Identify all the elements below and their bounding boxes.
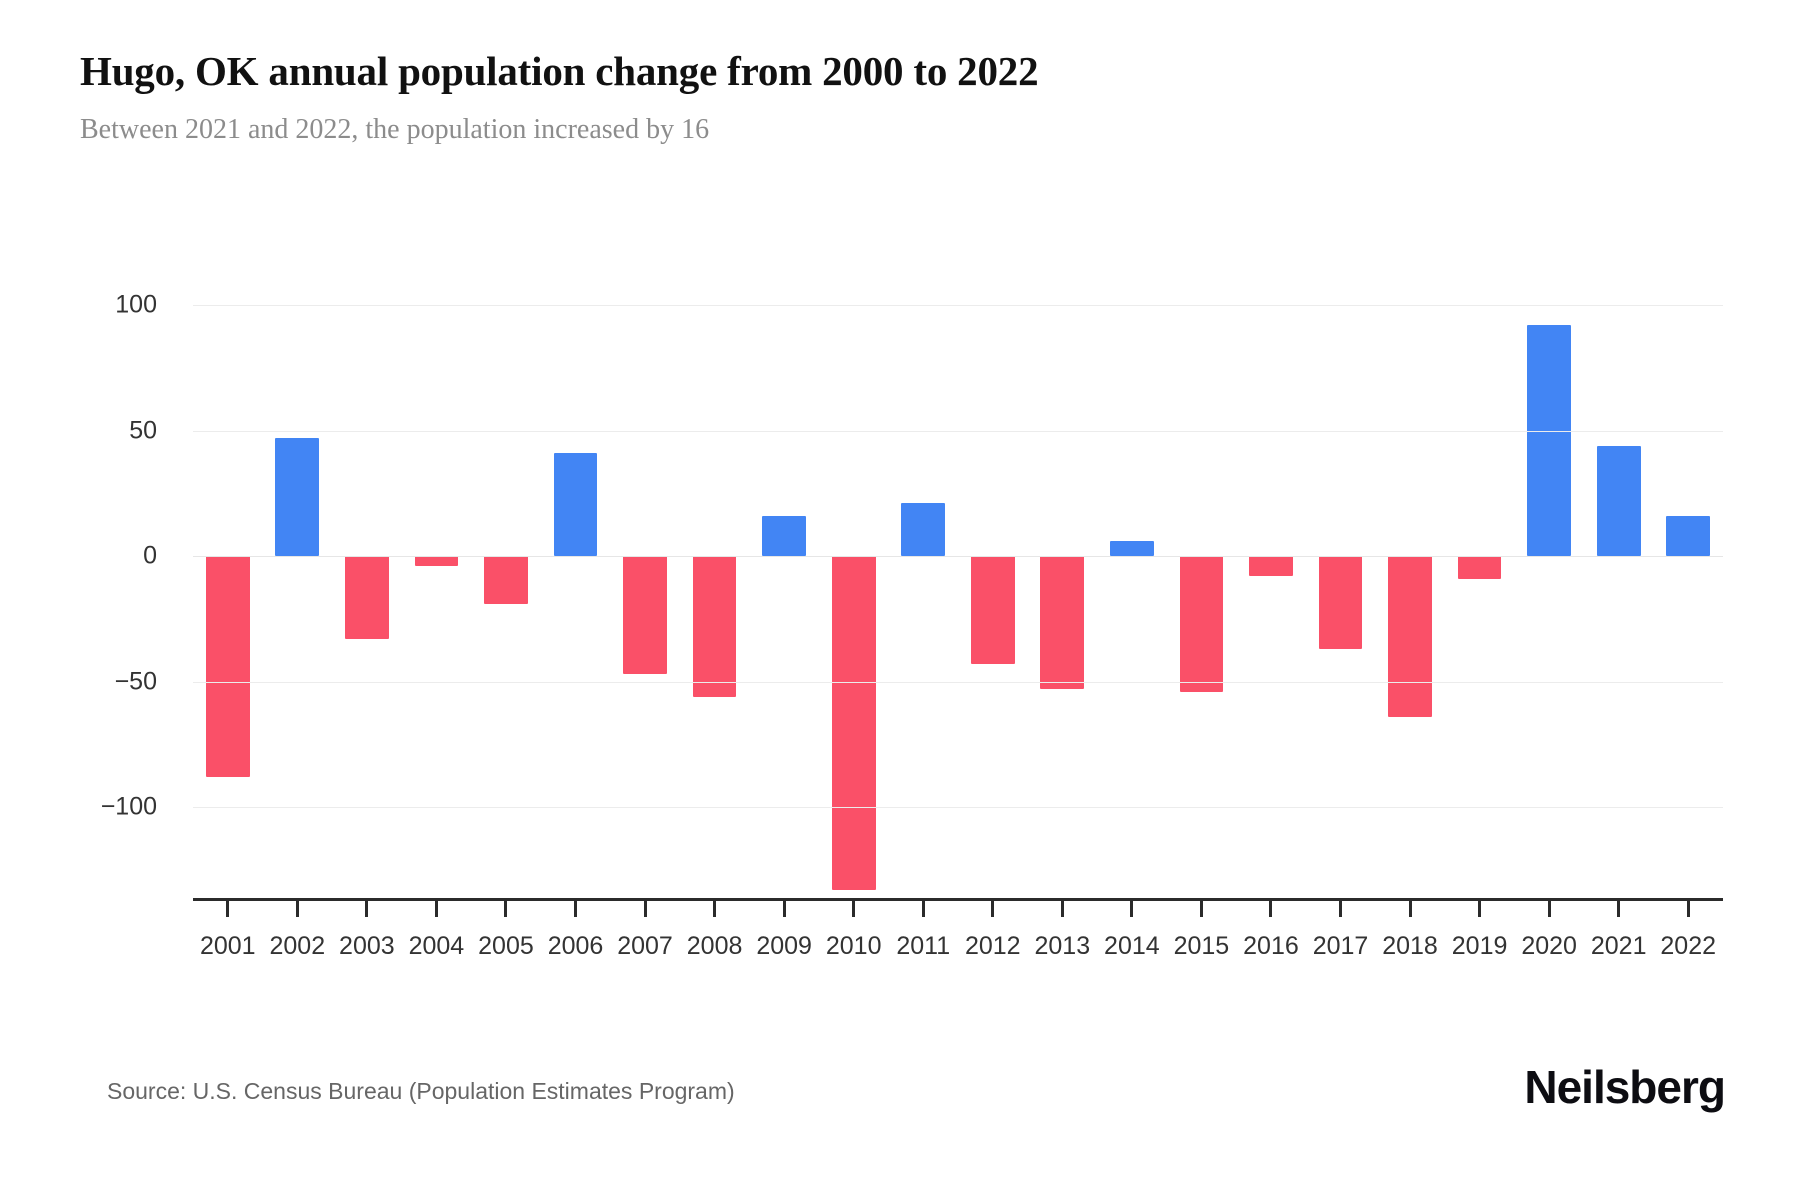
x-axis-tick [1269,898,1273,917]
x-axis-tick [295,898,299,917]
bar-2001[interactable] [205,556,250,777]
x-axis-label-2007: 2007 [617,932,673,960]
x-axis-label-2001: 2001 [199,932,256,960]
x-axis-label-2006: 2006 [547,932,604,960]
x-axis-label-2014: 2014 [1104,932,1160,960]
chart-subtitle: Between 2021 and 2022, the population in… [80,114,710,146]
x-axis-tick [921,898,925,917]
x-axis-label-2020: 2020 [1521,932,1577,960]
bar-2018[interactable] [1388,556,1432,717]
y-axis-labels: 100 50 0 −50 −100 [0,280,175,898]
y-axis-tick-label: −50 [114,667,157,696]
x-axis-label-2009: 2009 [756,932,812,960]
x-axis-label-2005: 2005 [478,932,534,960]
gridline--100 [193,807,1723,809]
chart-header: Hugo, OK annual population change from 2… [80,48,1720,147]
x-axis-tick [365,898,369,917]
bar-2005[interactable] [484,556,528,604]
x-axis-tick [643,898,647,917]
brand-logo: Neilsberg [1524,1061,1726,1113]
x-axis-label-2002: 2002 [269,932,326,960]
x-axis-label-2003: 2003 [339,932,395,960]
x-axis-label-2016: 2016 [1243,932,1299,960]
bar-2021[interactable] [1596,445,1641,557]
x-axis-label-2021: 2021 [1590,932,1647,960]
bar-2012[interactable] [970,556,1015,665]
x-axis-tick [1199,898,1203,917]
x-axis-tick [574,898,577,917]
bar-2007[interactable] [623,556,667,675]
x-axis-tick [1478,898,1482,917]
x-axis-tick [1547,898,1551,917]
x-axis-label-2015: 2015 [1173,932,1230,960]
gridline-0 [193,556,1723,558]
bar-2011[interactable] [901,503,946,557]
x-axis-label-2010: 2010 [825,932,882,960]
plot-canvas [193,280,1723,898]
gridline-100 [193,305,1723,307]
bar-2015[interactable] [1179,556,1224,692]
x-axis-label-2008: 2008 [686,932,743,960]
bar-series [193,280,1723,898]
bar-2022[interactable] [1666,515,1711,557]
x-axis-label-2004: 2004 [408,932,465,960]
y-axis-tick-label: −100 [100,792,157,821]
bar-2016[interactable] [1249,556,1293,577]
x-axis-label-2012: 2012 [964,932,1021,960]
y-axis-tick-label: 100 [115,290,157,319]
bar-2013[interactable] [1040,556,1085,690]
bar-2009[interactable] [762,515,807,557]
bar-2020[interactable] [1527,325,1572,557]
bar-2006[interactable] [553,453,598,557]
x-axis-tick [1130,898,1134,917]
x-axis-tick [852,898,856,917]
x-axis-tick [1617,898,1621,917]
x-axis-label-2019: 2019 [1451,932,1508,960]
x-axis-line [193,898,1723,901]
bar-2003[interactable] [344,556,389,639]
gridline--50 [193,681,1723,683]
x-axis-tick [713,898,717,917]
bar-2010[interactable] [831,556,876,890]
x-axis-tick [434,898,438,917]
x-axis-tick [504,898,508,917]
x-axis-tick [1686,898,1690,917]
source-note: Source: U.S. Census Bureau (Population E… [107,1078,735,1104]
bar-2019[interactable] [1457,556,1502,579]
x-axis-tick [1408,898,1412,917]
x-axis-tick [1339,898,1342,917]
x-axis-label-2013: 2013 [1034,932,1091,960]
bar-2008[interactable] [692,556,737,697]
x-axis-tick [226,898,230,917]
gridline-50 [193,430,1723,432]
bar-2002[interactable] [275,438,320,557]
bar-2004[interactable] [414,556,459,567]
x-axis-label-2017: 2017 [1312,932,1369,960]
page-title: Hugo, OK annual population change from 2… [80,48,1039,94]
bar-2017[interactable] [1318,556,1363,649]
x-axis-label-2011: 2011 [896,932,951,960]
x-axis-tick [1060,898,1064,917]
x-axis-label-2018: 2018 [1382,932,1438,960]
bar-2014[interactable] [1109,541,1154,557]
y-axis-tick-label: 50 [129,416,157,445]
x-axis-tick [782,898,786,917]
x-axis-label-2022: 2022 [1660,932,1717,960]
x-axis-tick [991,898,995,917]
y-axis-tick-label: 0 [143,541,157,570]
